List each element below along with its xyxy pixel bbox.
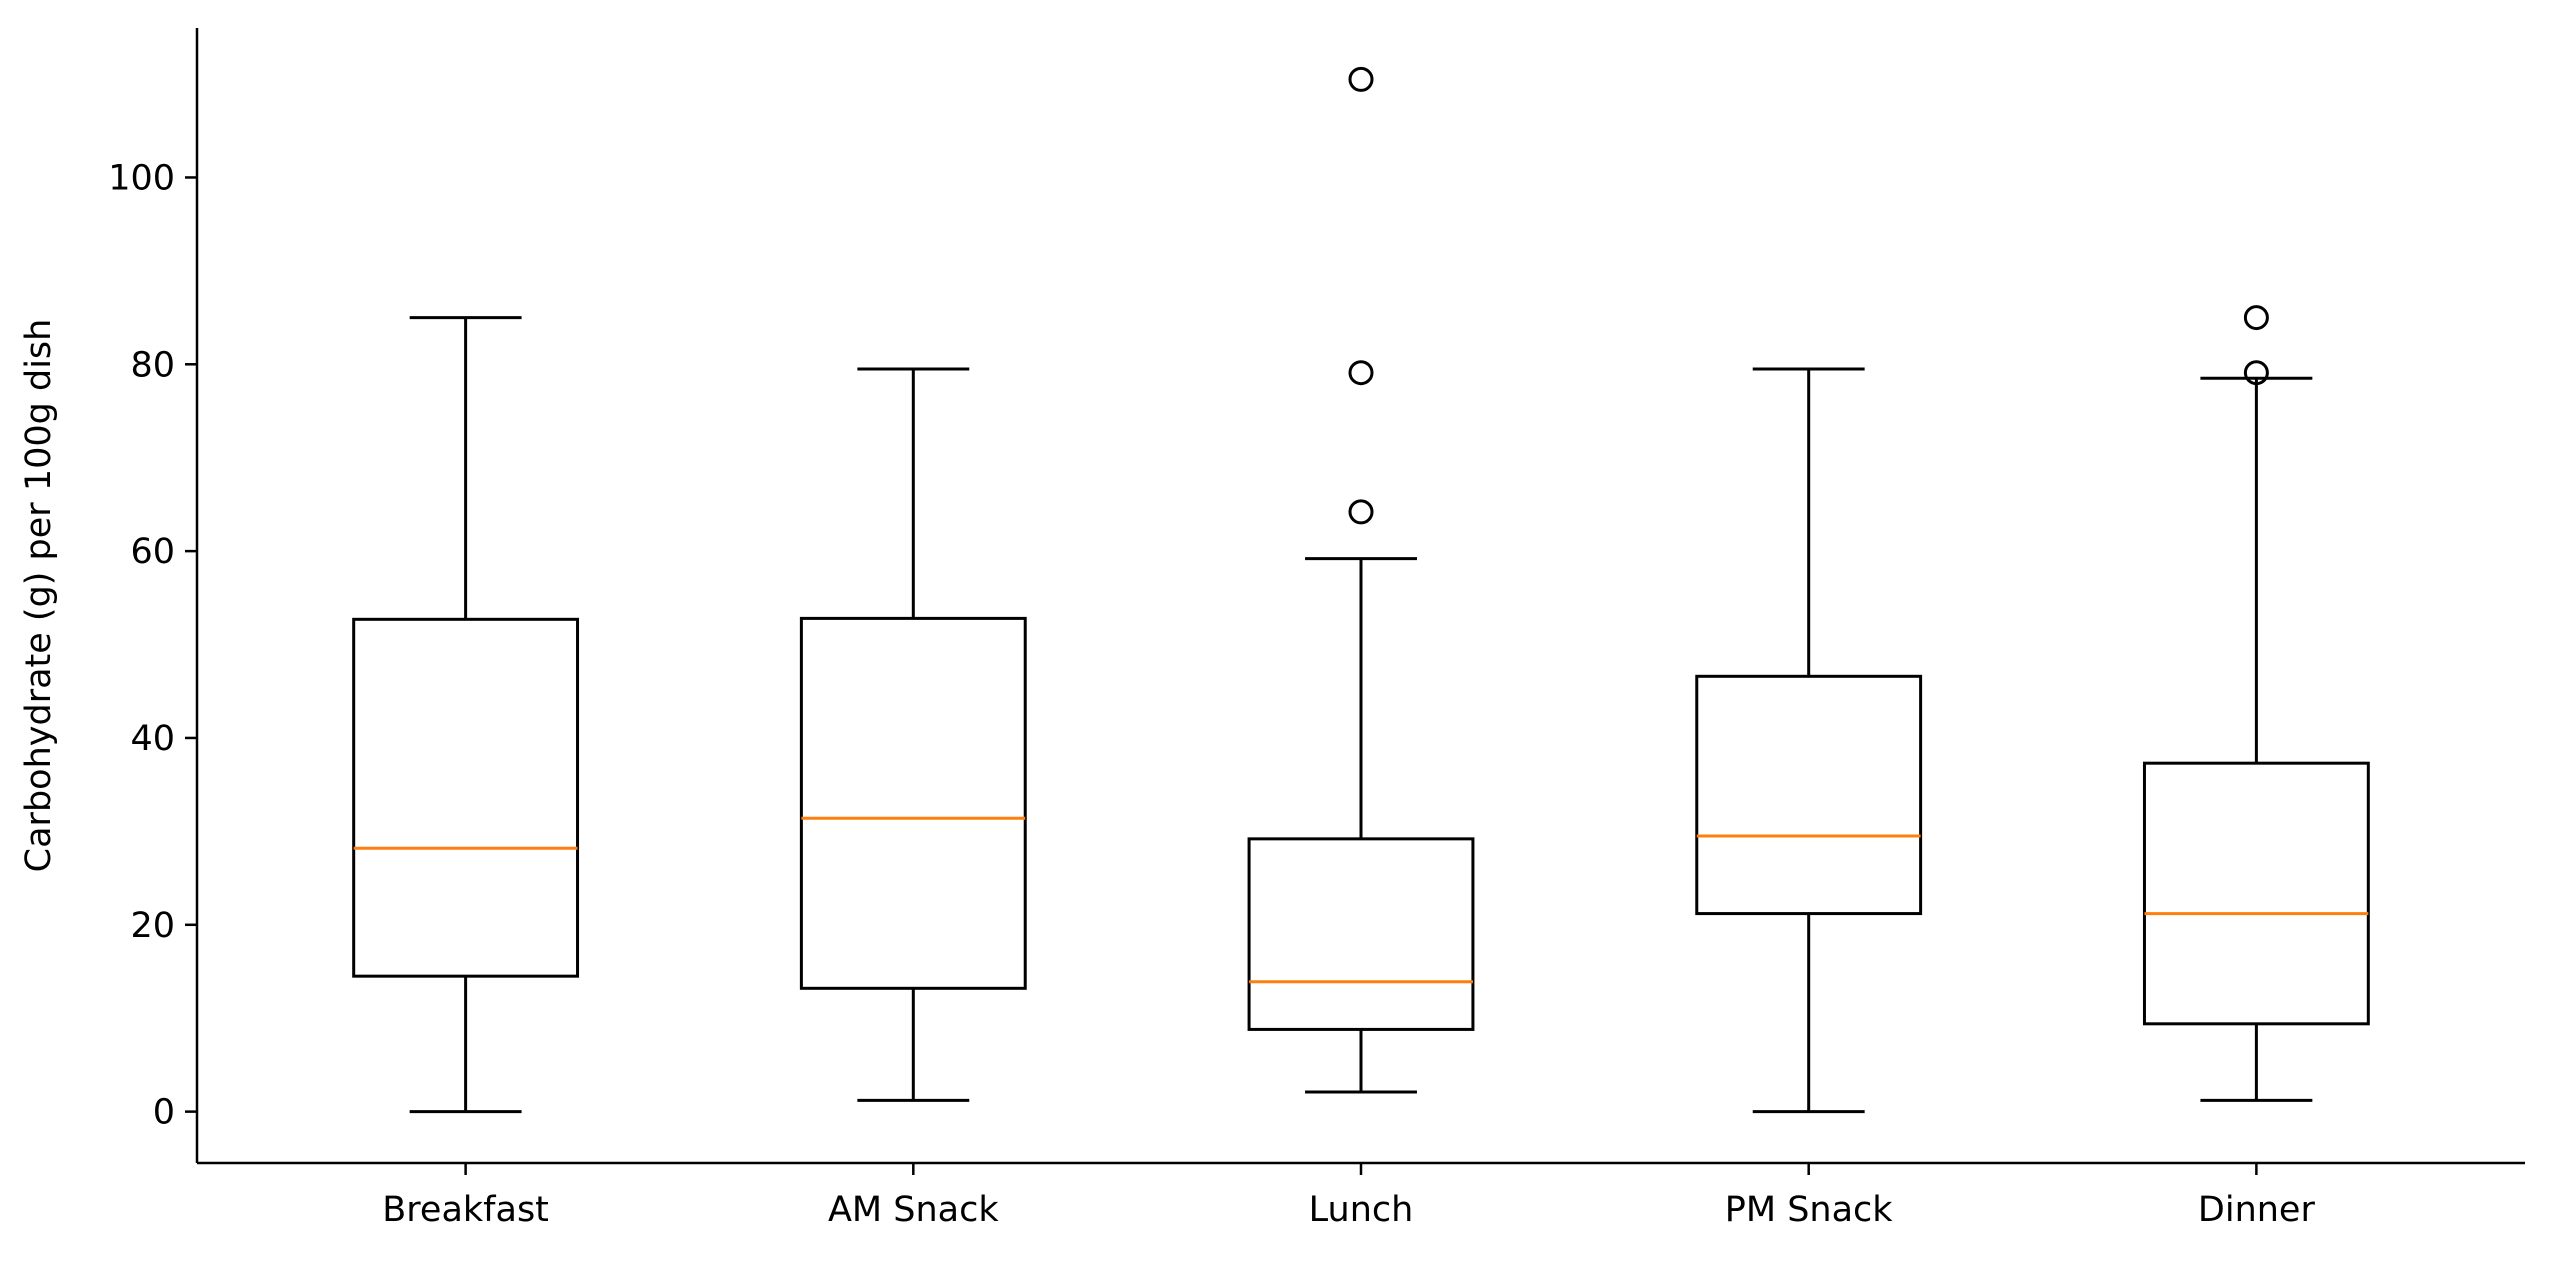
y-tick-label: 20: [130, 906, 175, 946]
y-tick-label: 100: [108, 158, 175, 198]
box-iqr: [1695, 674, 1923, 916]
x-tick-label: Breakfast: [382, 1190, 549, 1230]
outlier-point: [1348, 360, 1374, 386]
y-axis-title: Carbohydrate (g) per 100g dish: [19, 319, 59, 873]
x-tick-label: Dinner: [2198, 1190, 2316, 1230]
y-axis-ticks: 0 20 40 60 80 100: [108, 158, 197, 1133]
y-tick-label: 40: [130, 719, 175, 759]
outlier-point: [2243, 305, 2269, 331]
box-group: [2142, 305, 2370, 1102]
x-axis-ticks: Breakfast AM Snack Lunch PM Snack Dinner: [382, 1163, 2315, 1230]
y-tick-label: 0: [153, 1093, 175, 1133]
y-tick-label: 60: [130, 532, 175, 572]
x-tick-label: Lunch: [1309, 1190, 1414, 1230]
x-tick-label: AM Snack: [828, 1190, 999, 1230]
outlier-point: [2243, 360, 2269, 386]
plot-area: [352, 66, 2370, 1114]
box-iqr: [2142, 761, 2370, 1026]
box-group: [1247, 66, 1475, 1094]
outlier-point: [1348, 66, 1374, 92]
outlier-point: [1348, 499, 1374, 525]
x-tick-label: PM Snack: [1725, 1190, 1894, 1230]
box-iqr: [1247, 837, 1475, 1031]
box-iqr: [352, 617, 580, 978]
box-group: [352, 316, 580, 1114]
y-tick-label: 80: [130, 345, 175, 385]
box-iqr: [799, 616, 1027, 990]
box-group: [1695, 367, 1923, 1114]
box-group: [799, 367, 1027, 1102]
